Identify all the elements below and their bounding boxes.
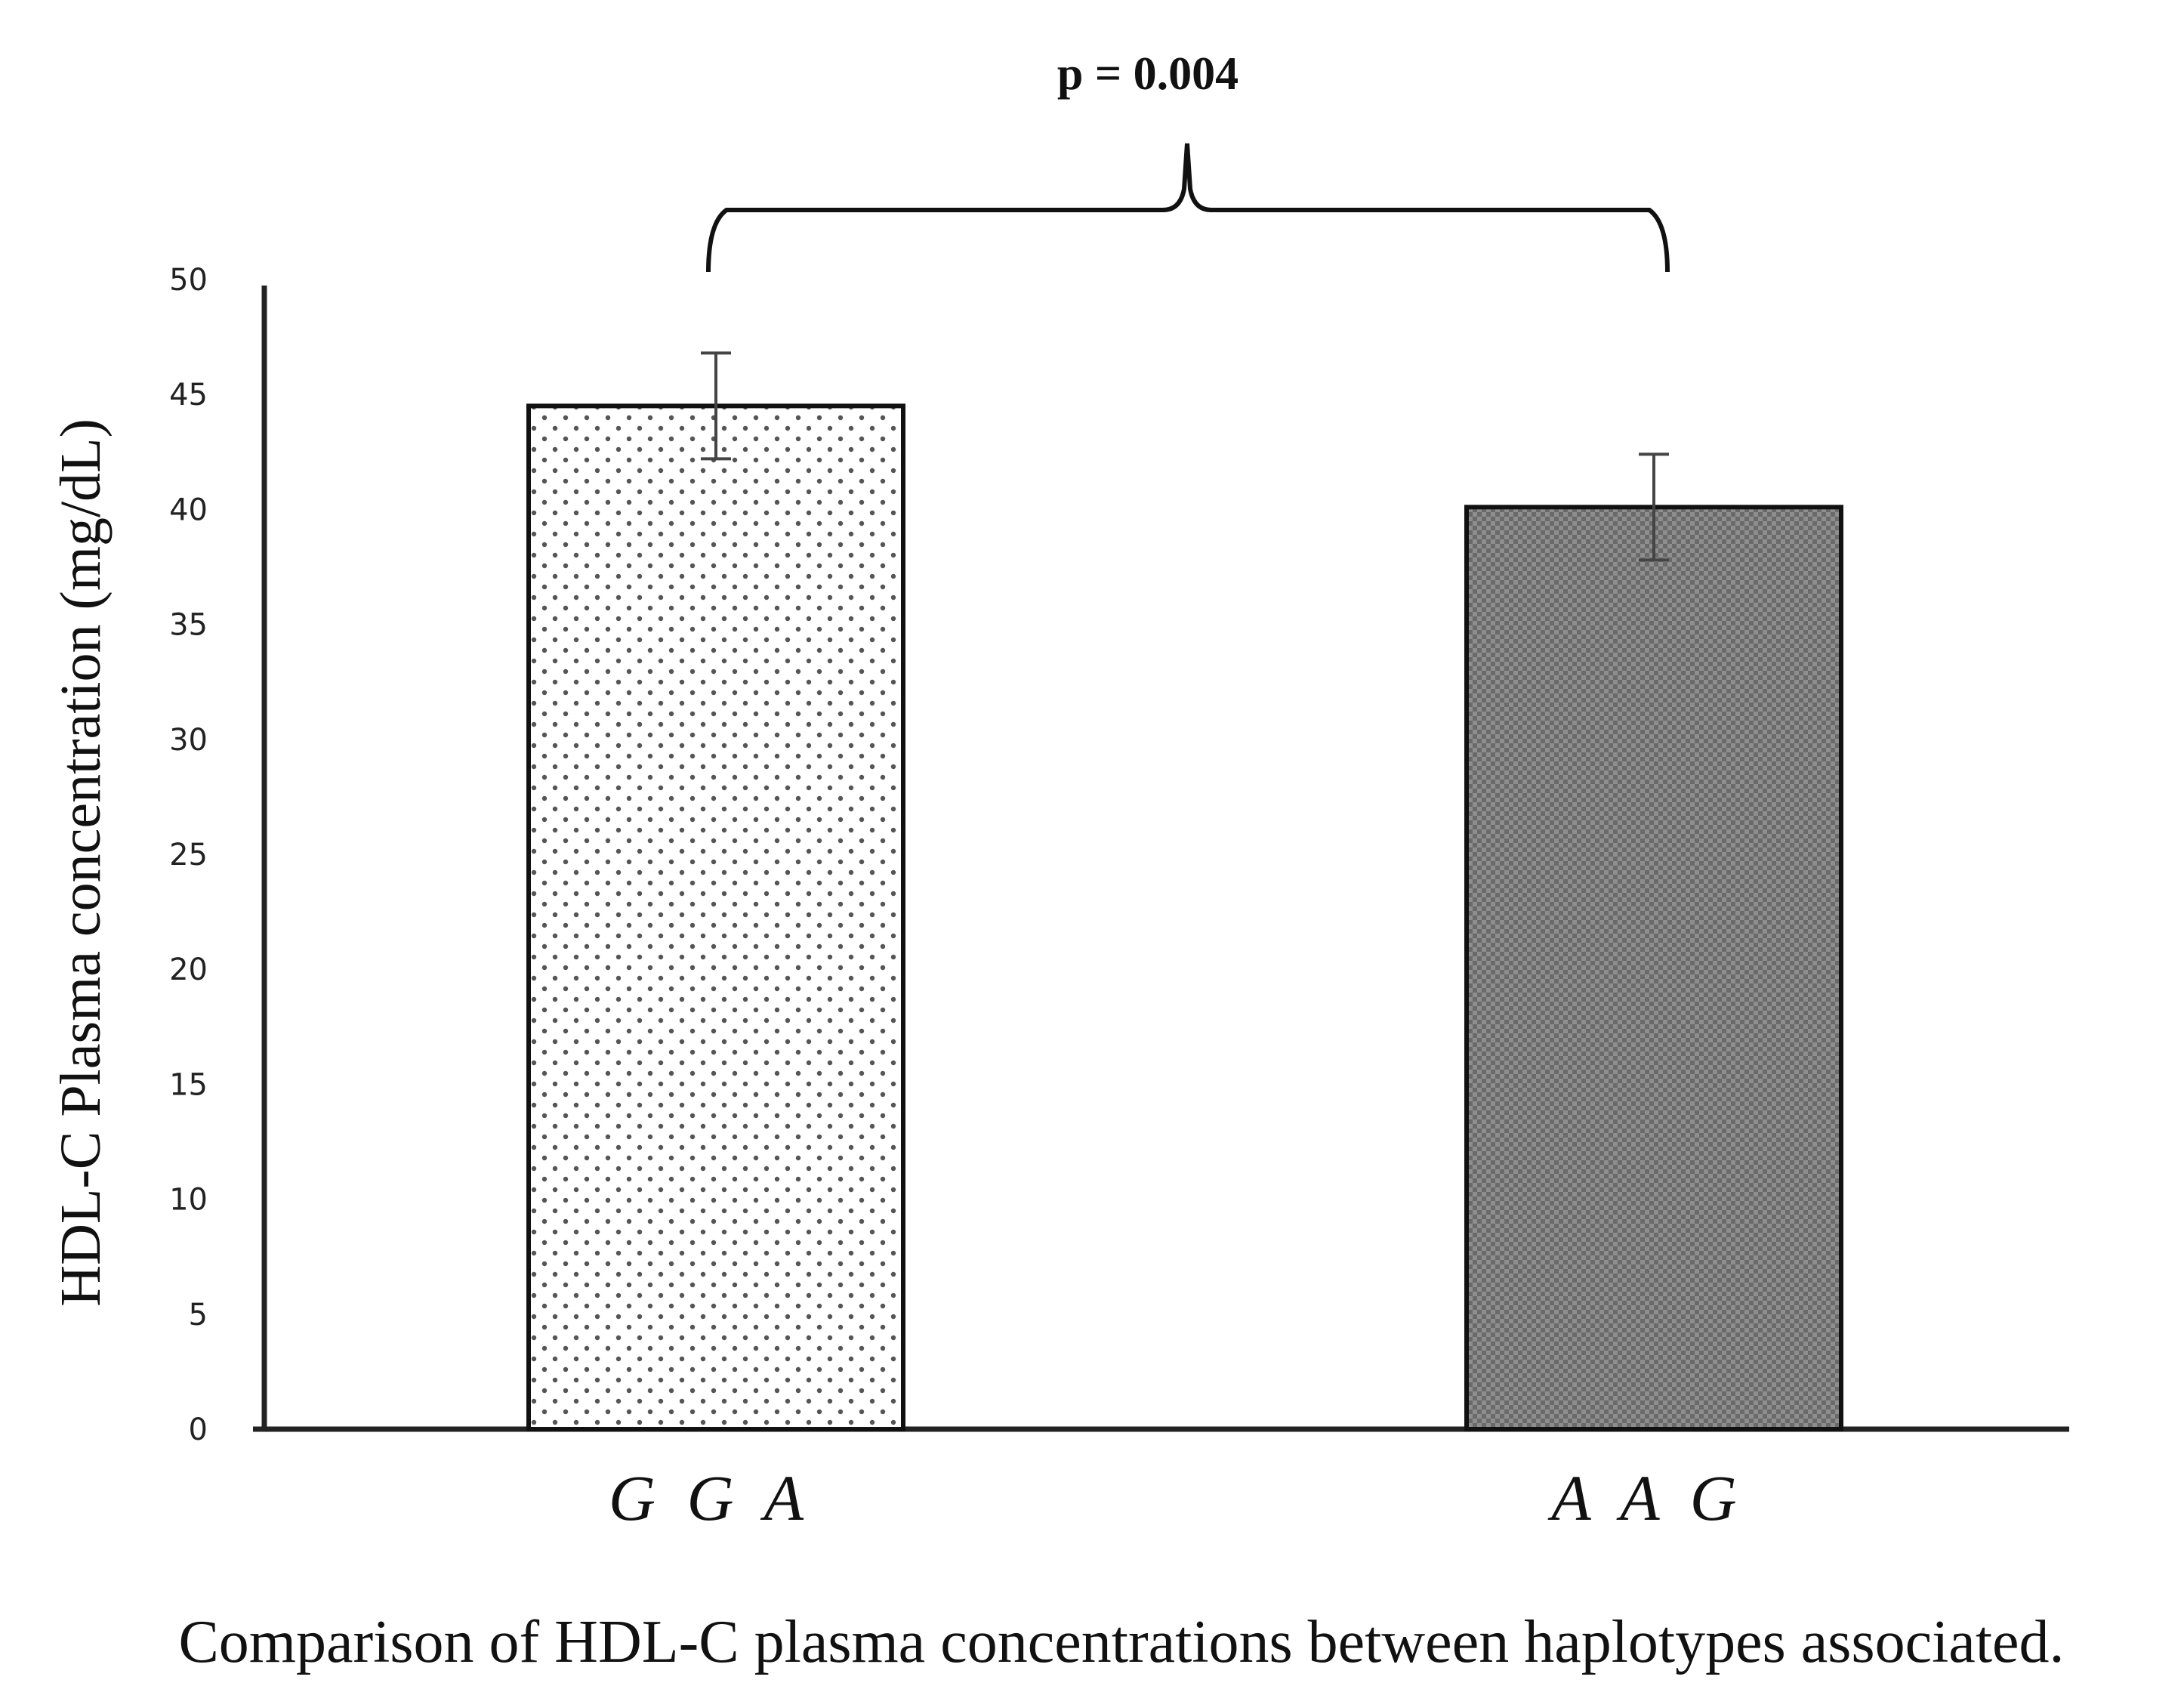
p-value-annotation: p = 0.004	[1057, 48, 1239, 100]
y-tick-label: 25	[169, 838, 208, 872]
y-tick-label: 15	[169, 1067, 208, 1102]
y-tick-label: 5	[189, 1298, 208, 1332]
y-tick-label: 0	[189, 1413, 208, 1447]
bar-gga	[526, 403, 905, 1431]
x-category-label: A A G	[1547, 1462, 1744, 1534]
y-tick-label: 20	[169, 953, 208, 987]
y-tick-label: 40	[169, 492, 208, 527]
y-tick-label: 10	[169, 1183, 208, 1218]
significance-bracket	[706, 143, 1670, 273]
y-tick-label: 35	[169, 608, 208, 643]
figure-caption: Comparison of HDL-C plasma concentration…	[178, 1609, 2064, 1675]
error-bars-group	[701, 351, 1669, 562]
y-axis-label: HDL-C Plasma concentration (mg/dL)	[49, 418, 113, 1307]
y-tick-label: 50	[169, 263, 208, 298]
y-tick-label: 45	[169, 378, 208, 412]
bar-aag	[1464, 505, 1843, 1432]
y-axis-ticks: 0 5 10 15 20 25 30 35 40 45 50	[169, 263, 208, 1447]
x-category-label: G G A	[609, 1462, 811, 1534]
y-tick-label: 30	[169, 723, 208, 758]
bars-group	[526, 403, 1843, 1432]
